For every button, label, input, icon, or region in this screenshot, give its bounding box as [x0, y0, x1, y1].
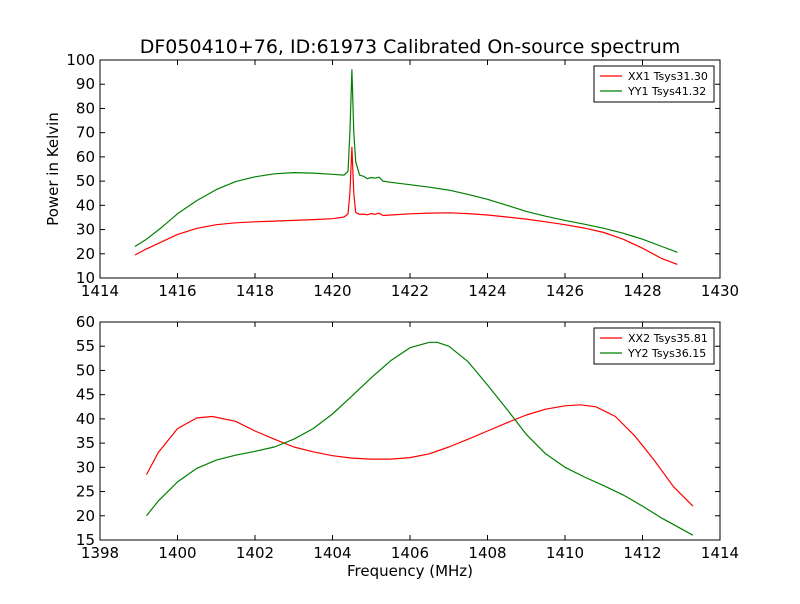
legend-label: YY2 Tsys36.15	[627, 347, 706, 360]
x-tick-label: 1422	[391, 282, 429, 300]
y-tick-label: 100	[66, 51, 95, 69]
y-tick-label: 10	[76, 269, 95, 287]
legend-box	[593, 65, 715, 103]
y-tick-label: 50	[76, 361, 95, 379]
y-tick-label: 70	[76, 124, 95, 142]
y-tick-label: 60	[76, 313, 95, 331]
x-tick-label: 1398	[81, 544, 119, 562]
y-tick-label: 30	[76, 458, 95, 476]
x-tick-label: 1430	[701, 282, 739, 300]
series-line-2-1	[145, 404, 694, 507]
series-line-1-2	[134, 69, 678, 253]
x-tick-label: 1428	[623, 282, 661, 300]
y-tick-label: 60	[76, 148, 95, 166]
x-tick-label: 1414	[701, 544, 739, 562]
plot-panel-1: 1414 1416 1418 1420 1422 1424 1426 1428 1430 10 20…	[44, 51, 739, 300]
x-tick-label: 1420	[313, 282, 351, 300]
y-tick-label: 15	[76, 531, 95, 549]
x-tick-label: 1404	[313, 544, 351, 562]
x-tick-label: 1418	[236, 282, 274, 300]
y-tick-label: 45	[76, 386, 95, 404]
x-tick-label: 1412	[623, 544, 661, 562]
series-line-1-1	[134, 146, 678, 265]
series-line-2-2	[146, 341, 694, 536]
y-tick-label: 20	[76, 507, 95, 525]
x-tick-label: 1406	[391, 544, 429, 562]
y-tick-label: 30	[76, 221, 95, 239]
x-tick-label: 1402	[236, 544, 274, 562]
legend-box	[593, 327, 715, 365]
legend: XX1 Tsys31.30 YY1 Tsys41.32	[593, 65, 715, 103]
x-tick-label: 1408	[468, 544, 506, 562]
chart-title: DF050410+76, ID:61973 Calibrated On-sour…	[140, 36, 681, 58]
y-tick-label: 40	[76, 410, 95, 428]
x-tick-label: 1426	[546, 282, 584, 300]
x-tick-label: 1424	[468, 282, 506, 300]
y-tick-label: 35	[76, 434, 95, 452]
y-tick-label: 55	[76, 337, 95, 355]
legend-label: YY1 Tsys41.32	[627, 85, 706, 98]
y-tick-label: 25	[76, 483, 95, 501]
x-tick-label: 1416	[158, 282, 196, 300]
x-tick-label: 1400	[158, 544, 196, 562]
legend-label: XX2 Tsys35.81	[628, 332, 708, 345]
legend: XX2 Tsys35.81 YY2 Tsys36.15	[593, 327, 715, 365]
y-tick-label: 20	[76, 245, 95, 263]
y-tick-label: 90	[76, 75, 95, 93]
y-tick-label: 80	[76, 99, 95, 117]
x-axis-title: Frequency (MHz)	[347, 562, 473, 580]
y-tick-label: 50	[76, 172, 95, 190]
y-axis-title: Power in Kelvin	[44, 112, 62, 226]
x-tick-label: 1410	[546, 544, 584, 562]
legend-label: XX1 Tsys31.30	[628, 70, 708, 83]
x-tick-label: 1414	[81, 282, 119, 300]
y-tick-label: 40	[76, 196, 95, 214]
plot-panel-2: 1398 1400 1402 1404 1406 1408 1410 1412 1414 15 20…	[76, 313, 739, 580]
